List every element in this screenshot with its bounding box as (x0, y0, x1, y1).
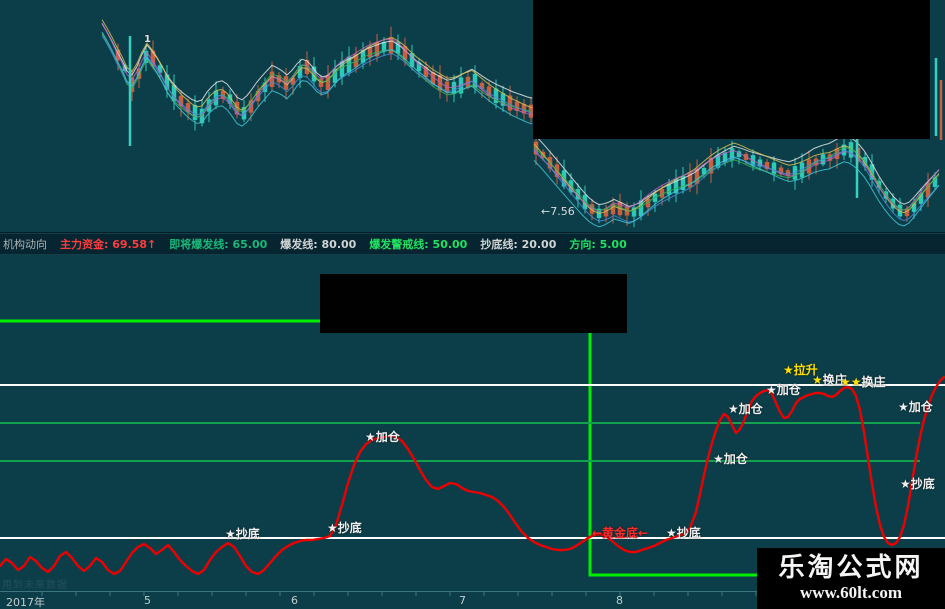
x-axis-label: 8 (616, 594, 623, 607)
x-axis-label: 2017年 (6, 596, 45, 609)
redaction-box-middle (320, 274, 627, 333)
signal-marker: ★抄底 (900, 477, 935, 491)
signal-marker: ★★换庄 (840, 376, 886, 389)
status-value: 主力资金: 69.58↑ (60, 238, 157, 251)
watermark: 乐淘公式网 www.60lt.com (757, 548, 945, 609)
watermark-url: www.60lt.com (800, 583, 902, 602)
watermark-site-name: 乐淘公式网 (778, 553, 924, 582)
signal-marker: ★抄底 (225, 527, 260, 541)
signal-marker-label: 换庄 (861, 375, 886, 389)
status-value: 爆发警戒线: 50.00 (369, 238, 468, 251)
future-data-warning: 用到未来数据 (2, 580, 68, 591)
redaction-box-top (533, 0, 930, 139)
star-icon: ★ (783, 363, 794, 377)
status-value: 方向: 5.00 (569, 238, 627, 251)
star-icon: ★★ (840, 375, 862, 389)
indicator-status-bar: 机构动向 主力资金: 69.58↑ 即将爆发线: 65.00 爆发线: 80.00 爆… (0, 233, 945, 255)
x-axis-label: 6 (291, 594, 298, 607)
status-value: 爆发线: 80.00 (280, 238, 357, 251)
signal-marker: ★换庄 (812, 374, 847, 387)
indicator-name: 机构动向 (3, 238, 47, 251)
signal-marker-label: 拉升 (793, 363, 818, 377)
signal-marker: ★加仓 (728, 402, 763, 416)
signal-marker: ★拉升 (783, 364, 818, 377)
signal-marker-label: 换庄 (822, 373, 847, 387)
x-axis-label: 7 (459, 594, 466, 607)
status-value: 抄底线: 20.00 (480, 238, 557, 251)
signal-marker: ★抄底 (666, 526, 701, 540)
signal-marker: 1 (144, 34, 151, 45)
signal-marker: ★加仓 (898, 400, 933, 414)
signal-marker: ★抄底 (327, 521, 362, 535)
price-annotation: ←7.56 (541, 205, 575, 218)
star-icon: ★ (812, 373, 823, 387)
signal-marker: ★加仓 (713, 452, 748, 466)
signal-marker: ★加仓 (766, 383, 801, 397)
signal-marker: ★加仓 (365, 430, 400, 444)
status-value: 即将爆发线: 65.00 (169, 238, 268, 251)
x-axis-label: 5 (144, 594, 151, 607)
signal-marker: ←黄金底← (592, 526, 649, 540)
